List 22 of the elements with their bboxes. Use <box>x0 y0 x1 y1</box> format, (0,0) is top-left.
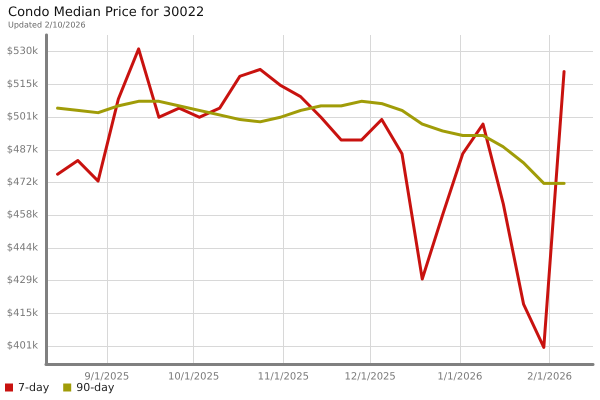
x-tick-label: 11/1/2025 <box>258 372 309 382</box>
y-tick-label: $458k <box>6 210 38 221</box>
y-tick-label: $472k <box>6 177 38 188</box>
y-tick-label: $415k <box>6 308 38 319</box>
x-tick-label: 10/1/2025 <box>168 372 220 382</box>
legend-label: 7-day <box>18 381 50 394</box>
y-tick-label: $487k <box>6 144 38 156</box>
y-tick-label: $515k <box>6 78 38 90</box>
x-tick-label: 2/1/2026 <box>527 372 572 382</box>
line-series <box>56 47 566 349</box>
line-series <box>56 100 566 185</box>
x-tick-label: 12/1/2025 <box>344 372 396 382</box>
y-tick-label: $501k <box>6 112 38 123</box>
y-tick-label: $401k <box>6 340 38 352</box>
y-tick-label: $429k <box>6 275 38 286</box>
y-tick-label: $530k <box>6 46 38 58</box>
x-tick-label: 1/1/2026 <box>437 372 482 382</box>
y-tick-label: $444k <box>6 242 38 254</box>
legend-label: 90-day <box>76 381 115 394</box>
chart-title: Condo Median Price for 30022 <box>8 5 204 20</box>
x-tick-label: 9/1/2025 <box>84 372 130 382</box>
chart-subtitle: Updated 2/10/2026 <box>8 20 86 30</box>
